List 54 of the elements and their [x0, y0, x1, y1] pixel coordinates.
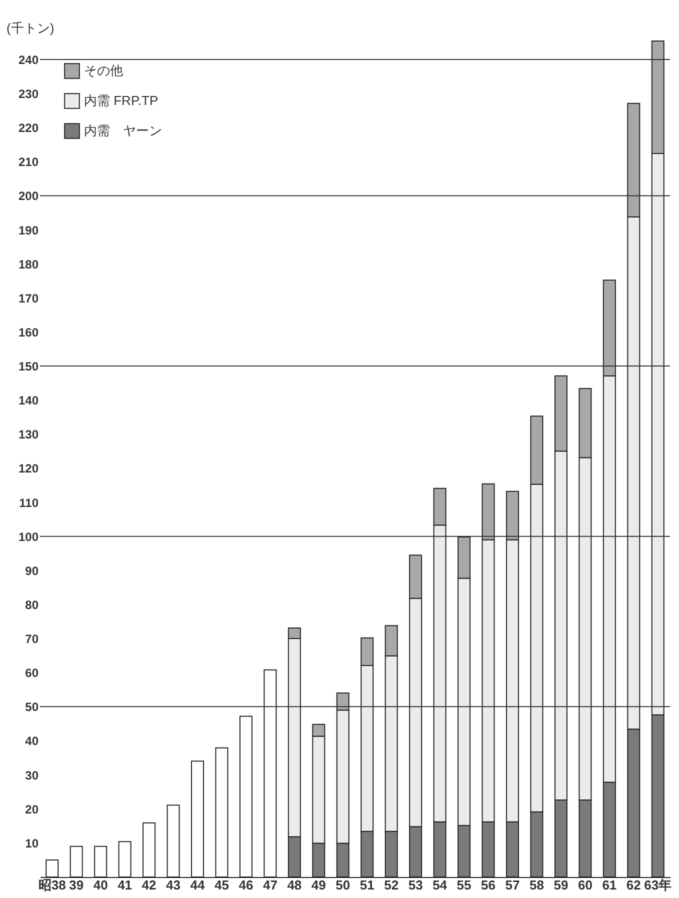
y-tick-label: 90 — [25, 564, 39, 578]
y-tick-label: 70 — [25, 632, 39, 646]
x-tick-label: 42 — [142, 878, 156, 892]
y-tick-label: 100 — [18, 530, 39, 544]
legend-label: 内需 ヤーン — [84, 123, 162, 138]
x-tick-label: 55 — [456, 878, 472, 892]
x-tick-label: 51 — [360, 878, 374, 892]
x-tick-label: 47 — [262, 878, 278, 892]
y-tick-label: 190 — [18, 223, 39, 238]
y-tick-label: 210 — [18, 155, 39, 170]
legend-label: 内需 FRP.TP — [84, 93, 158, 108]
legend-label: その他 — [84, 63, 123, 78]
x-tick-label: 昭38 — [38, 878, 66, 892]
y-tick-label: 230 — [18, 87, 39, 102]
y-tick-label: 180 — [18, 257, 39, 272]
x-tick-label: 49 — [311, 878, 326, 892]
y-tick-label: 160 — [18, 325, 39, 340]
y-tick-label: 220 — [18, 121, 39, 136]
x-tick-label: 44 — [190, 878, 206, 892]
y-tick-label: 170 — [18, 291, 39, 306]
x-tick-label: 43 — [166, 878, 181, 892]
x-tick-label: 45 — [214, 878, 229, 892]
y-tick-label: 80 — [25, 598, 39, 612]
x-tick-label: 59 — [554, 878, 568, 892]
x-tick-label: 40 — [93, 878, 108, 892]
x-tick-label: 54 — [432, 878, 448, 892]
y-tick-label: 140 — [18, 394, 39, 408]
x-tick-label: 56 — [481, 878, 496, 892]
y-tick-label: 150 — [18, 360, 39, 374]
y-axis-title: (千トン) — [6, 20, 54, 36]
x-tick-label: 48 — [287, 878, 302, 892]
x-tick-label: 41 — [118, 878, 132, 892]
x-tick-label: 52 — [384, 878, 399, 892]
x-tick-label: 63年 — [644, 878, 672, 892]
x-tick-label: 60 — [578, 878, 592, 892]
y-tick-label: 30 — [25, 768, 39, 782]
y-tick-label: 40 — [25, 734, 39, 748]
y-tick-label: 120 — [18, 462, 39, 476]
y-tick-label: 130 — [18, 428, 39, 442]
x-tick-label: 39 — [69, 878, 84, 892]
x-tick-label: 58 — [529, 878, 544, 892]
x-tick-label: 53 — [408, 878, 423, 892]
x-tick-label: 62 — [626, 878, 641, 892]
x-tick-label: 61 — [602, 878, 617, 892]
y-tick-label: 200 — [18, 189, 39, 204]
y-tick-label: 60 — [25, 666, 39, 680]
x-tick-label: 57 — [505, 878, 520, 892]
y-tick-label: 10 — [25, 836, 39, 850]
y-tick-label: 50 — [25, 700, 39, 714]
y-tick-label: 240 — [18, 52, 39, 67]
y-tick-label: 110 — [19, 496, 39, 510]
x-tick-label: 50 — [336, 878, 350, 892]
y-tick-label: 20 — [25, 802, 39, 816]
x-tick-label: 46 — [238, 878, 254, 892]
